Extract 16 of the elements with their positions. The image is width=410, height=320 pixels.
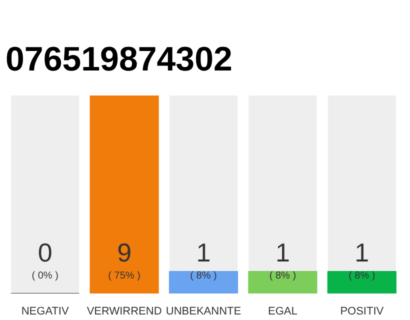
data-label: 1 (275, 238, 290, 268)
chart-title: 076519874302 (6, 40, 232, 78)
x-tick-label: POSITIV (340, 306, 384, 318)
x-tick-label: UNBEKANNTE (166, 306, 242, 318)
annotation: ( 8% ) (190, 270, 217, 282)
annotation: ( 8% ) (348, 270, 376, 282)
data-label: 1 (196, 238, 211, 268)
data-label: 0 (38, 238, 52, 268)
annotation: ( 75% ) (108, 270, 140, 282)
x-tick-label: NEGATIV (21, 306, 70, 318)
data-label: 9 (117, 238, 132, 268)
data-label: 1 (354, 238, 370, 268)
annotation: ( 0% ) (32, 270, 58, 282)
x-tick-label: VERWIRREND (86, 306, 162, 318)
annotation: ( 8% ) (269, 270, 296, 282)
x-tick-label: EGAL (268, 306, 298, 318)
